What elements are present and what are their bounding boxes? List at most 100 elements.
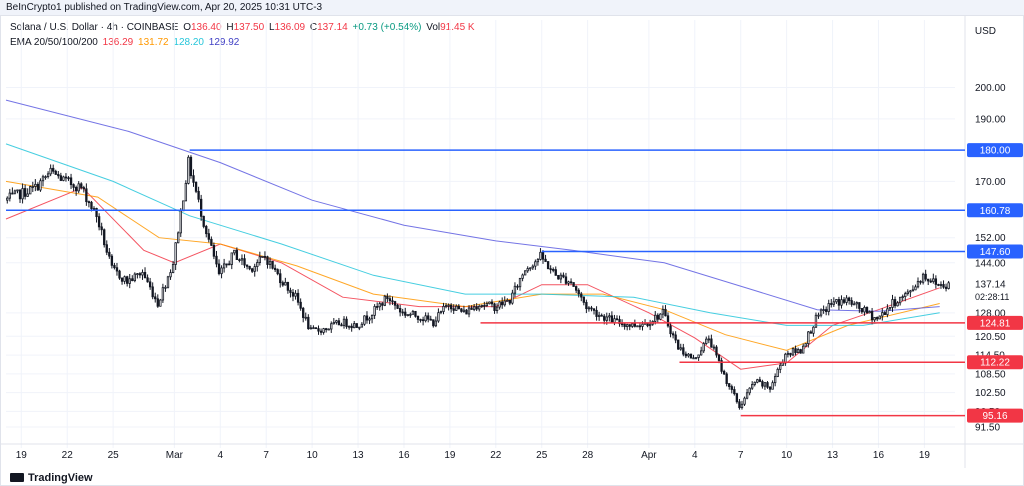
candle-down (669, 325, 672, 335)
candle-up (863, 306, 866, 313)
candle-down (205, 226, 208, 235)
candle-down (927, 278, 930, 282)
candle-up (707, 338, 710, 341)
candle-up (679, 347, 682, 350)
candle-up (383, 295, 387, 306)
symbol-legend: Solana / U.S. Dollar · 4h · COINBASE O 13… (10, 22, 475, 33)
candle-up (613, 318, 616, 323)
close-value: 137.14 (317, 22, 348, 33)
candle-up (745, 392, 749, 399)
ema20-value: 136.29 (102, 37, 134, 48)
bar-countdown-label: 02:28:11 (975, 292, 1009, 302)
candle-up (855, 302, 858, 305)
candle-down (610, 315, 614, 323)
candle-down (677, 339, 680, 350)
open-label: O (183, 22, 191, 33)
candle-up (373, 306, 376, 316)
candle-up (539, 251, 542, 260)
candle-up (488, 301, 491, 305)
candle-down (870, 311, 874, 321)
candle-up (916, 280, 920, 288)
candle-up (447, 304, 450, 307)
candle-down (146, 277, 149, 283)
x-tick-label: Apr (641, 450, 657, 461)
candle-up (901, 296, 904, 298)
candle-down (733, 389, 736, 395)
symbol-title: Solana / U.S. Dollar · 4h · COINBASE (10, 22, 179, 33)
candle-up (840, 299, 843, 306)
candle-down (365, 315, 369, 321)
candle-down (401, 311, 404, 314)
candle-up (46, 173, 50, 178)
candle-down (217, 263, 221, 275)
y-tick-label: 190.00 (975, 114, 1006, 125)
tradingview-icon (10, 473, 24, 482)
candle-down (452, 308, 455, 311)
candle-down (564, 276, 568, 284)
candle-down (386, 295, 389, 300)
candle-down (404, 311, 407, 316)
candle-down (414, 310, 417, 317)
candle-down (664, 308, 667, 317)
candle-down (577, 289, 580, 295)
current-price-label: 137.14 (975, 280, 1006, 291)
candle-down (554, 269, 557, 276)
candle-down (722, 370, 726, 375)
candle-down (235, 249, 239, 261)
candle-up (888, 307, 892, 310)
candle-up (812, 326, 815, 334)
low-label: L (268, 22, 275, 33)
candle-up (6, 197, 9, 201)
candle-up (424, 315, 427, 322)
candle-up (406, 314, 409, 316)
candle-up (44, 176, 47, 179)
candle-down (575, 286, 578, 291)
candle-up (791, 348, 795, 356)
candle-down (248, 265, 251, 270)
candle-down (585, 301, 588, 310)
y-tick-label: 152.00 (975, 233, 1006, 244)
candle-down (118, 270, 121, 279)
candle-down (388, 298, 392, 302)
candle-up (480, 304, 483, 307)
candle-down (794, 348, 797, 353)
candle-down (36, 183, 40, 191)
candle-down (761, 381, 764, 387)
candle-down (475, 306, 478, 310)
candle-up (697, 354, 700, 358)
candle-down (582, 296, 585, 303)
candle-down (238, 259, 241, 262)
y-tick-label: 108.50 (975, 369, 1006, 380)
candle-up (312, 327, 315, 330)
candle-up (444, 305, 448, 307)
candle-down (64, 176, 68, 179)
candle-down (80, 183, 83, 188)
ema-legend: EMA 20/50/100/200 136.29 131.72 128.20 1… (10, 37, 239, 48)
candle-up (327, 328, 330, 331)
candle-down (115, 267, 119, 272)
candle-up (819, 309, 823, 316)
x-tick-label: 19 (919, 450, 931, 461)
candle-down (90, 201, 93, 209)
candle-up (702, 343, 705, 352)
candle-down (381, 303, 384, 306)
candle-up (921, 273, 925, 283)
candle-down (396, 304, 399, 309)
candle-down (842, 299, 846, 303)
candle-up (796, 349, 800, 353)
candle-up (608, 315, 611, 318)
ema50-value: 131.72 (138, 37, 169, 48)
candle-up (784, 353, 787, 363)
support-price-label: 124.81 (980, 318, 1011, 329)
candle-up (914, 286, 917, 291)
candle-down (638, 325, 642, 328)
candle-down (108, 251, 111, 257)
candle-down (52, 167, 55, 172)
candle-up (641, 323, 644, 327)
candle-up (166, 276, 170, 288)
x-tick-label: 16 (873, 450, 885, 461)
candle-up (159, 299, 162, 307)
candle-up (240, 258, 244, 261)
current-price-tag (967, 277, 1023, 304)
